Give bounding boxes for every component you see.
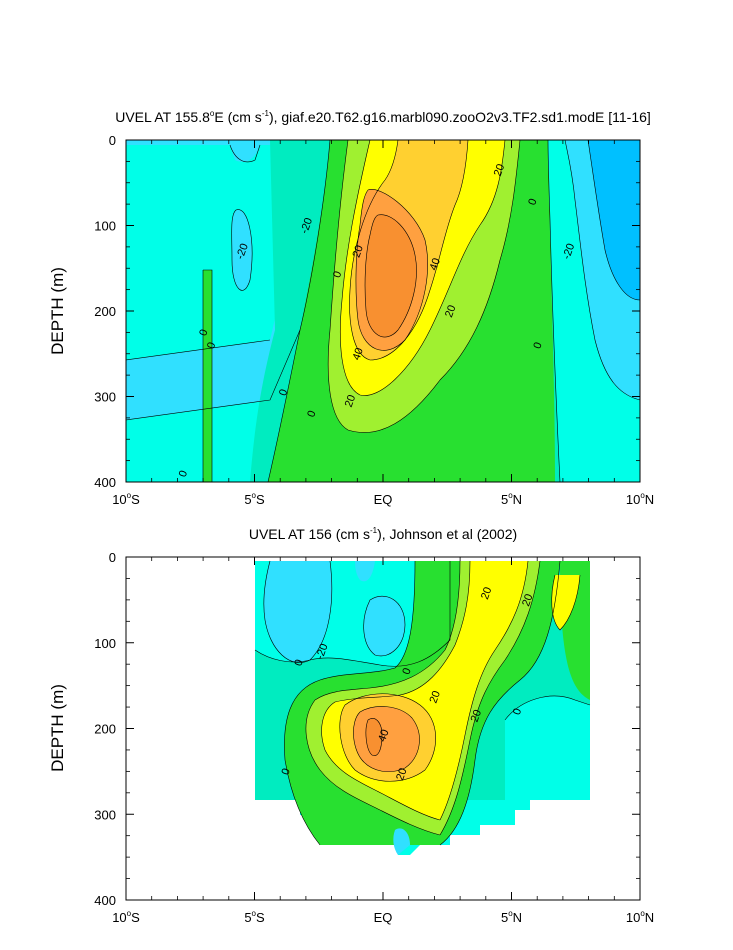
x-tick-label: 10oS [112, 909, 140, 925]
model-contour-lines [125, 139, 641, 483]
observed-contour-labels: 20 20 -20 0 0 20 20 0 40 20 0 [280, 586, 536, 783]
x-tick-label: 5oS [244, 909, 265, 925]
fill-negative-core [126, 145, 300, 360]
contour-label: 20 [520, 592, 535, 608]
x-tick-label: EQ [374, 492, 393, 507]
panel-observed-xticks: 10oS 5oS EQ 5oN 10oN [112, 557, 654, 925]
panel-model-ylabel: DEPTH (m) [48, 267, 67, 355]
obs-60 [365, 718, 382, 756]
observed-contour-field [255, 561, 590, 855]
y-tick-label: 100 [94, 636, 116, 651]
contour-label: -20 [234, 242, 251, 261]
contour-label: 0 [511, 707, 524, 717]
contour-label: 0 [331, 270, 344, 280]
fill-negative-lens [231, 209, 253, 291]
fill-60 [365, 214, 417, 338]
y-tick-label: 100 [94, 219, 116, 234]
contour-label: 0 [526, 197, 539, 207]
contour-label: 0 [177, 469, 190, 479]
x-tick-label: EQ [374, 910, 393, 925]
contour-label: 20 [428, 689, 443, 705]
panel-model: UVEL AT 155.8oE (cm s-1), giaf.e20.T62.g… [48, 109, 654, 507]
panel-observed-title: UVEL AT 156 (cm s-1), Johnson et al (200… [249, 526, 517, 542]
contour-label: -20 [298, 216, 315, 235]
x-tick-label: 5oS [244, 491, 265, 507]
contour-label: 40 [376, 728, 391, 744]
contour-label: 0 [197, 328, 210, 338]
panel-observed: UVEL AT 156 (cm s-1), Johnson et al (200… [48, 526, 654, 925]
y-tick-label: 0 [109, 550, 116, 565]
y-tick-label: 300 [94, 807, 116, 822]
x-tick-label: 5oN [501, 491, 522, 507]
contour-label: 0 [531, 341, 544, 351]
contour-label: 40 [351, 346, 366, 362]
y-tick-label: 200 [94, 304, 116, 319]
contour-label: -20 [314, 642, 331, 661]
y-tick-label: 300 [94, 390, 116, 405]
obs-yellow-east [551, 575, 580, 630]
model-contour-labels: -20 -20 -20 20 40 20 40 20 20 0 0 0 0 0 0 0 0 [177, 162, 578, 478]
x-tick-label: 10oS [112, 491, 140, 507]
fill-10-strip [203, 270, 212, 482]
obs-neg-east [505, 696, 590, 800]
obs-neg2 [363, 596, 405, 656]
obs-neg [263, 561, 332, 663]
x-tick-label: 10oN [626, 491, 654, 507]
contour-label: 0 [400, 666, 413, 676]
x-tick-label: 10oN [626, 909, 654, 925]
contour-label: 20 [479, 586, 494, 602]
panel-observed-ylabel: DEPTH (m) [48, 684, 67, 772]
contour-label: 0 [292, 658, 305, 668]
contour-label: 0 [305, 409, 318, 419]
fill-east-neg3 [588, 140, 640, 300]
contour-label: 20 [443, 304, 458, 320]
contour-label: 0 [277, 388, 290, 398]
y-tick-label: 0 [109, 133, 116, 148]
contour-label: 20 [394, 766, 409, 782]
contour-label: 20 [492, 162, 507, 178]
contour-label: 20 [351, 244, 366, 260]
y-tick-label: 200 [94, 722, 116, 737]
contour-label: 20 [469, 708, 484, 724]
x-tick-label: 5oN [501, 909, 522, 925]
model-contour-field [126, 140, 640, 482]
contour-label: 0 [205, 341, 218, 351]
panel-model-title: UVEL AT 155.8oE (cm s-1), giaf.e20.T62.g… [115, 109, 651, 125]
observed-contour-lines [254, 560, 591, 846]
y-tick-label: 400 [94, 475, 116, 490]
obs-neg3 [355, 561, 375, 582]
contour-label: 40 [428, 257, 443, 273]
contour-label: 20 [343, 393, 358, 409]
obs-neg-bot [393, 828, 410, 855]
panel-model-xticks: 10oS 5oS EQ 5oN 10oN [112, 140, 654, 507]
contour-label: -20 [561, 242, 578, 261]
y-tick-label: 400 [94, 893, 116, 908]
contour-label: 0 [280, 767, 293, 777]
